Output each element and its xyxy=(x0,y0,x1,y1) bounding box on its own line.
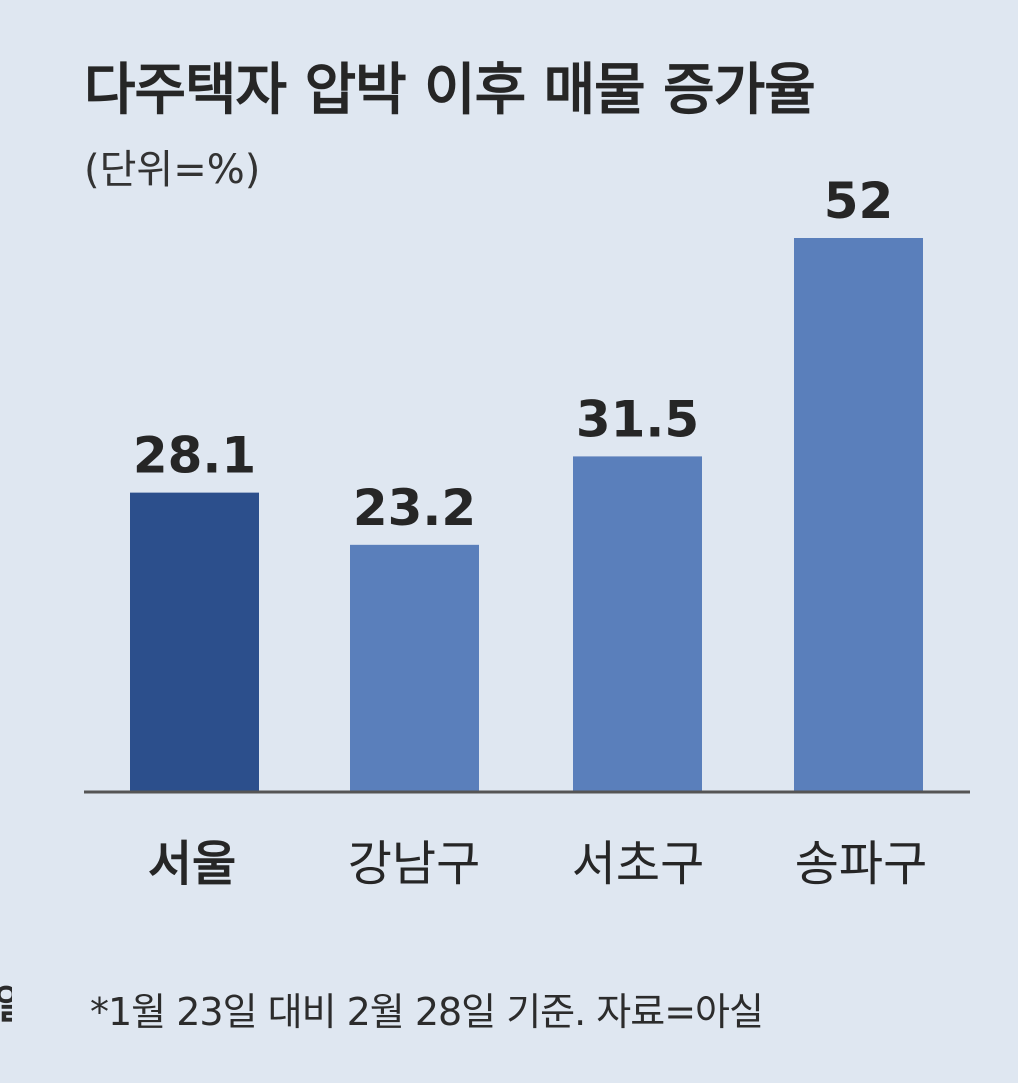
bar-2 xyxy=(350,544,479,792)
cropped-edge-text: 일 xyxy=(0,985,12,1025)
bar-4 xyxy=(794,238,923,792)
x-tick-label-2: 강남구 xyxy=(348,836,480,892)
chart-footnote: *1월 23일 대비 2월 28일 기준. 자료=아실 xyxy=(90,990,764,1034)
bar-3 xyxy=(573,456,702,792)
x-tick-label-4: 송파구 xyxy=(795,836,927,892)
bar-1 xyxy=(130,492,259,792)
x-tick-label-3: 서초구 xyxy=(572,836,704,892)
bar-value-label-3: 31.5 xyxy=(576,390,699,448)
bar-value-label-2: 23.2 xyxy=(353,479,476,537)
bar-value-label-1: 28.1 xyxy=(133,427,256,485)
chart-unit-label: (단위=%) xyxy=(84,147,261,193)
chart-title: 다주택자 압박 이후 매물 증가율 xyxy=(84,58,816,123)
bar-value-label-4: 52 xyxy=(824,172,894,230)
x-tick-label-1: 서울 xyxy=(148,836,236,892)
